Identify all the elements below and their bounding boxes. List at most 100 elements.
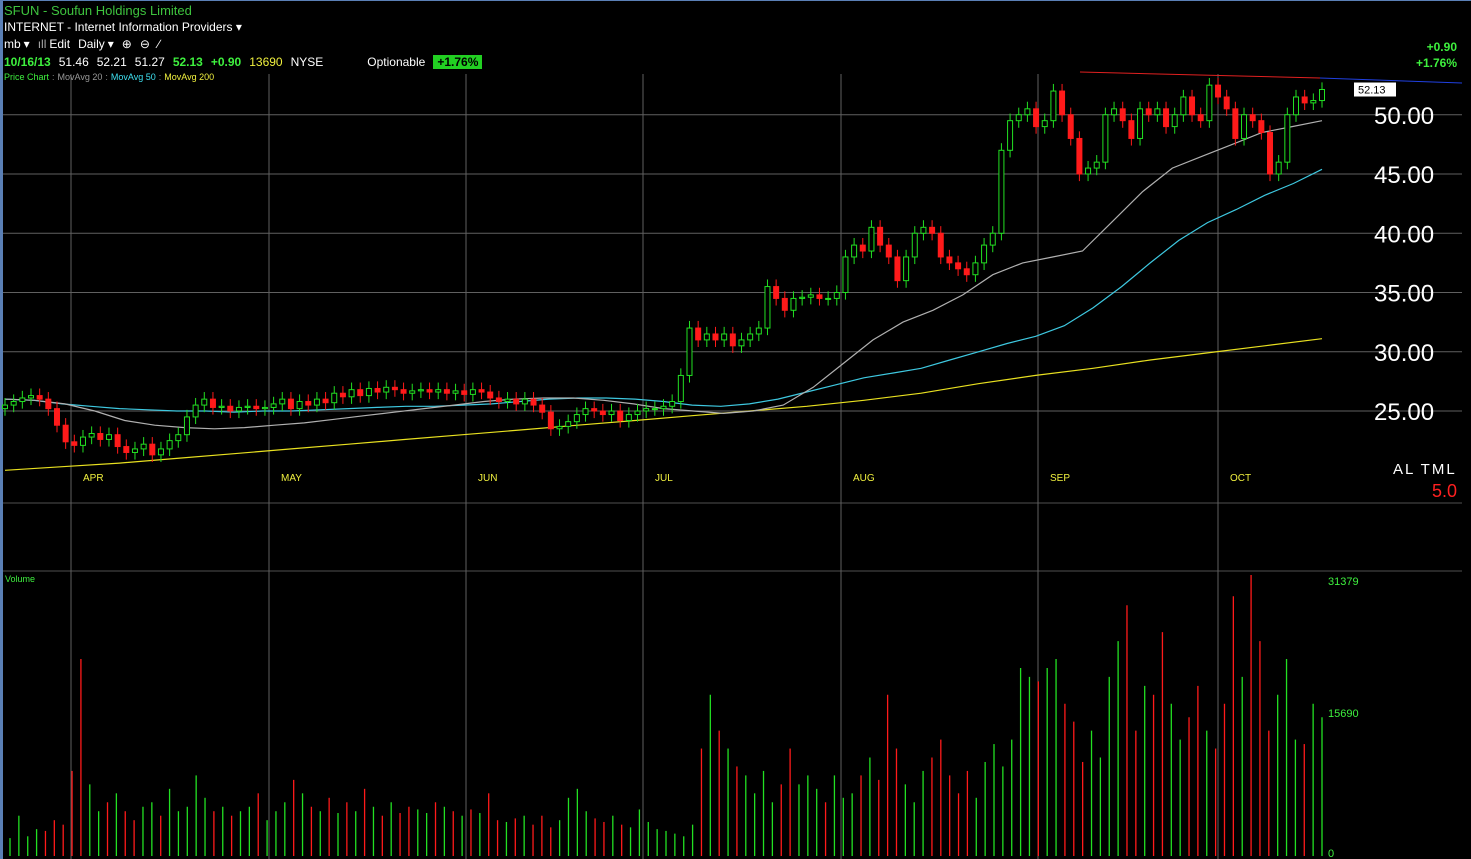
candlestick: [1111, 101, 1118, 122]
candlestick: [1206, 78, 1213, 128]
candle-body: [1197, 114, 1204, 122]
candle-body: [149, 443, 156, 456]
edit-button[interactable]: ıll Edit: [38, 37, 70, 51]
candle-body: [669, 401, 676, 407]
candlestick: [409, 383, 416, 401]
candlestick: [313, 392, 320, 413]
candlestick: [365, 381, 372, 403]
y-tick-label: 40.00: [1374, 221, 1434, 248]
candlestick: [1180, 89, 1187, 122]
ma200-line: [4, 338, 1323, 471]
candlestick: [721, 326, 728, 348]
candlestick: [669, 394, 676, 414]
bar-chart-icon: ıll: [37, 37, 47, 51]
period-label: Daily: [78, 37, 105, 51]
candle-body: [36, 395, 43, 400]
user-menu[interactable]: mb ▾: [4, 37, 30, 51]
symbol-title[interactable]: SFUN - Soufun Holdings Limited: [4, 3, 192, 18]
candle-body: [1059, 90, 1066, 116]
period-dropdown[interactable]: Daily ▾: [78, 37, 114, 51]
candlestick: [1284, 107, 1291, 170]
industry-dropdown[interactable]: INTERNET - Internet Information Provider…: [4, 20, 242, 34]
candle-body: [305, 401, 312, 406]
candlestick: [981, 237, 988, 270]
candle-body: [972, 262, 979, 276]
candle-body: [391, 386, 398, 391]
candlestick: [998, 143, 1005, 241]
candlestick: [1215, 78, 1222, 105]
candlestick: [955, 255, 962, 276]
candle-body: [1206, 84, 1213, 122]
candle-body: [1024, 108, 1031, 116]
candle-body: [903, 256, 910, 282]
candlestick: [487, 384, 494, 406]
candlestick: [1033, 101, 1040, 134]
user-label: mb: [4, 37, 21, 51]
candle-body: [409, 390, 416, 394]
candlestick: [175, 427, 182, 448]
candlestick: [62, 418, 69, 449]
candle-body: [825, 297, 832, 300]
candlestick: [565, 414, 572, 434]
candle-body: [339, 392, 346, 398]
y-tick-label: 50.00: [1374, 103, 1434, 130]
quote-open: 51.46: [58, 55, 89, 69]
candlestick: [209, 392, 216, 415]
candlestick: [88, 426, 95, 445]
x-tick-label: APR: [83, 473, 104, 484]
candlestick: [157, 441, 164, 462]
candle-body: [920, 226, 927, 234]
candle-body: [599, 410, 606, 416]
candle-body: [461, 390, 468, 395]
zoom-out-icon[interactable]: ⊖: [139, 37, 150, 51]
candlestick: [573, 407, 580, 429]
candle-body: [443, 389, 450, 394]
candlestick: [469, 382, 476, 402]
candle-body: [1154, 108, 1161, 116]
indicator-value: 5.0: [1432, 481, 1458, 501]
chart-legend: Price Chart: MovAvg 20: MovAvg 50: MovAv…: [4, 72, 215, 82]
zoom-in-icon[interactable]: ⊕: [121, 37, 132, 51]
candle-body: [296, 401, 303, 410]
candle-body: [937, 232, 944, 258]
candle-body: [62, 424, 69, 443]
candlestick: [920, 220, 927, 241]
candle-body: [331, 392, 338, 404]
legend-ma200: MovAvg 200: [164, 72, 215, 82]
candlestick: [1093, 155, 1100, 176]
chevron-down-icon: ▾: [107, 37, 114, 51]
candle-body: [1128, 120, 1135, 139]
draw-tool-icon[interactable]: ∕: [157, 37, 160, 51]
candle-body: [851, 244, 858, 258]
chevron-down-icon: ▾: [23, 37, 30, 51]
candle-body: [1015, 114, 1022, 122]
candle-body: [816, 294, 823, 299]
candle-body: [1258, 120, 1265, 134]
candlestick: [417, 382, 424, 398]
candle-body: [1050, 90, 1057, 122]
volume-tick-label: 15690: [1328, 708, 1359, 720]
candlestick: [634, 403, 641, 422]
candlestick: [322, 392, 329, 410]
candle-body: [1076, 137, 1083, 175]
candle-body: [591, 408, 598, 412]
candlestick: [773, 279, 780, 306]
optionable-label: Optionable: [367, 55, 426, 69]
candlestick: [495, 390, 502, 409]
candle-body: [946, 256, 953, 264]
candlestick: [530, 392, 537, 413]
candle-body: [218, 405, 225, 408]
candlestick: [443, 382, 450, 401]
candlestick: [1041, 113, 1048, 134]
candlestick: [521, 392, 528, 411]
candle-body: [270, 403, 277, 408]
candle-body: [235, 406, 242, 412]
candle-body: [322, 398, 329, 404]
candlestick: [599, 403, 606, 422]
candlestick: [1171, 107, 1178, 134]
candlestick: [816, 287, 823, 306]
candle-body: [504, 398, 511, 403]
candlestick: [452, 383, 459, 401]
candle-body: [877, 226, 884, 246]
